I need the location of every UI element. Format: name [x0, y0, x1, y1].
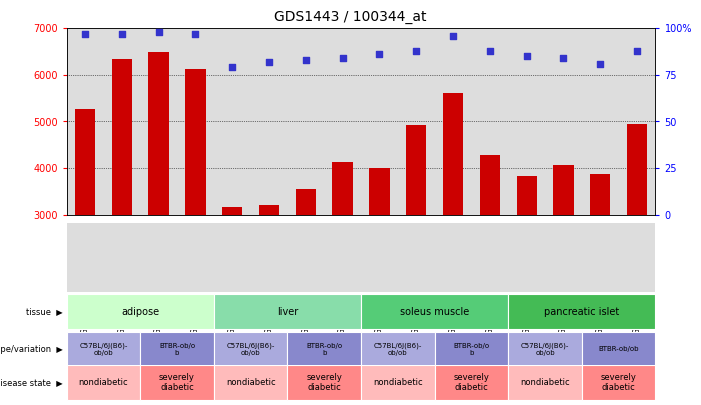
Point: [226, 64, 238, 71]
Text: nondiabetic: nondiabetic: [520, 378, 570, 387]
Text: BTBR-ob/o
b: BTBR-ob/o b: [159, 343, 195, 356]
Point: [300, 57, 311, 63]
Bar: [287, 332, 361, 367]
Text: severely
diabetic: severely diabetic: [454, 373, 489, 392]
Bar: [361, 294, 508, 329]
Bar: [406, 125, 426, 215]
Text: severely
diabetic: severely diabetic: [601, 373, 637, 392]
Point: [594, 60, 606, 67]
Point: [484, 47, 496, 54]
Text: BTBR-ob/ob: BTBR-ob/ob: [599, 346, 639, 352]
Bar: [553, 165, 573, 215]
Point: [116, 31, 128, 37]
Bar: [214, 294, 361, 329]
Bar: [140, 365, 214, 400]
Bar: [222, 207, 243, 215]
Point: [447, 32, 458, 39]
Point: [374, 51, 385, 58]
Bar: [214, 332, 287, 367]
Text: C57BL/6J(B6)-
ob/ob: C57BL/6J(B6)- ob/ob: [226, 342, 275, 356]
Bar: [67, 332, 140, 367]
Point: [337, 55, 348, 62]
Point: [632, 47, 643, 54]
Point: [153, 29, 164, 35]
Text: tissue  ▶: tissue ▶: [27, 307, 63, 316]
Bar: [332, 162, 353, 215]
Text: BTBR-ob/o
b: BTBR-ob/o b: [454, 343, 489, 356]
Point: [264, 59, 275, 65]
Bar: [287, 365, 361, 400]
Text: severely
diabetic: severely diabetic: [306, 373, 342, 392]
Bar: [508, 365, 582, 400]
Text: pancreatic islet: pancreatic islet: [544, 307, 620, 317]
Bar: [149, 52, 169, 215]
Bar: [517, 176, 537, 215]
Point: [558, 55, 569, 62]
Point: [190, 31, 201, 37]
Bar: [435, 365, 508, 400]
Text: liver: liver: [277, 307, 298, 317]
Text: nondiabetic: nondiabetic: [226, 378, 275, 387]
Text: C57BL/6J(B6)-
ob/ob: C57BL/6J(B6)- ob/ob: [374, 342, 422, 356]
Point: [79, 31, 90, 37]
Point: [411, 47, 422, 54]
Text: C57BL/6J(B6)-
ob/ob: C57BL/6J(B6)- ob/ob: [79, 342, 128, 356]
Text: C57BL/6J(B6)-
ob/ob: C57BL/6J(B6)- ob/ob: [521, 342, 569, 356]
Text: severely
diabetic: severely diabetic: [159, 373, 195, 392]
Bar: [508, 294, 655, 329]
Bar: [435, 332, 508, 367]
Bar: [296, 189, 316, 215]
Bar: [582, 332, 655, 367]
Text: disease state  ▶: disease state ▶: [0, 378, 63, 387]
Bar: [443, 93, 463, 215]
Text: GDS1443 / 100344_at: GDS1443 / 100344_at: [274, 10, 427, 24]
Bar: [590, 174, 611, 215]
Point: [521, 53, 532, 60]
Text: adipose: adipose: [121, 307, 159, 317]
Bar: [259, 205, 279, 215]
Text: genotype/variation  ▶: genotype/variation ▶: [0, 345, 63, 354]
Text: nondiabetic: nondiabetic: [373, 378, 423, 387]
Bar: [67, 365, 140, 400]
Bar: [111, 59, 132, 215]
Text: nondiabetic: nondiabetic: [79, 378, 128, 387]
Bar: [361, 365, 435, 400]
Bar: [479, 156, 500, 215]
Bar: [369, 168, 390, 215]
Text: soleus muscle: soleus muscle: [400, 307, 469, 317]
Bar: [582, 365, 655, 400]
Bar: [627, 124, 647, 215]
Text: BTBR-ob/o
b: BTBR-ob/o b: [306, 343, 342, 356]
Bar: [75, 109, 95, 215]
Bar: [361, 332, 435, 367]
Bar: [508, 332, 582, 367]
Bar: [140, 332, 214, 367]
Bar: [185, 69, 205, 215]
Bar: [214, 365, 287, 400]
Bar: [67, 294, 214, 329]
